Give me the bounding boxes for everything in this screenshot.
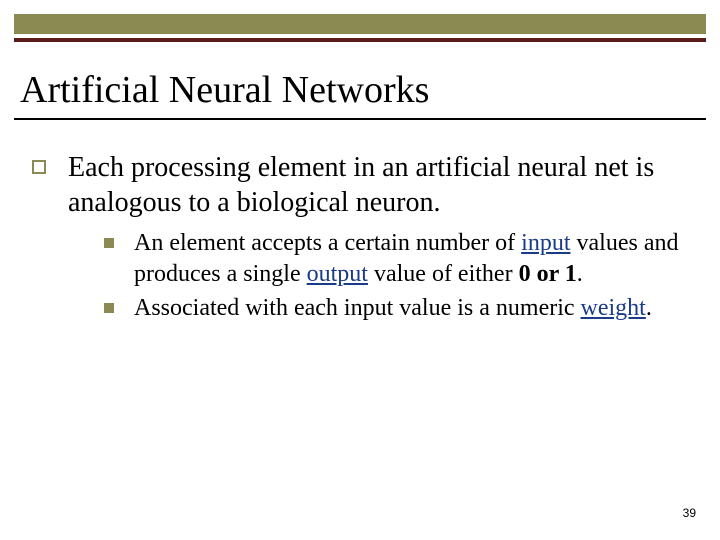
page-number: 39: [683, 506, 696, 520]
title-underline: [14, 118, 706, 120]
bold-text: 0 or 1: [519, 261, 577, 287]
square-outline-bullet-icon: [32, 160, 46, 174]
maroon-bar: [14, 38, 706, 42]
text-fragment: .: [577, 261, 583, 287]
level2-text: Associated with each input value is a nu…: [134, 293, 652, 324]
olive-bar: [14, 14, 706, 34]
decorative-top-bar: [14, 14, 706, 42]
bullet-level1: Each processing element in an artificial…: [32, 150, 688, 220]
link-input[interactable]: input: [521, 230, 570, 256]
level1-text: Each processing element in an artificial…: [68, 150, 688, 220]
link-output[interactable]: output: [307, 261, 368, 287]
slide-title: Artificial Neural Networks: [20, 68, 429, 112]
level2-text: An element accepts a certain number of i…: [134, 228, 688, 289]
bullet-level2-item: An element accepts a certain number of i…: [104, 228, 688, 289]
square-fill-bullet-icon: [104, 303, 114, 313]
square-fill-bullet-icon: [104, 238, 114, 248]
text-fragment: .: [646, 295, 652, 321]
bullet-level2-item: Associated with each input value is a nu…: [104, 293, 688, 324]
text-fragment: An element accepts a certain number of: [134, 230, 521, 256]
link-weight[interactable]: weight: [581, 295, 646, 321]
text-fragment: value of either: [368, 261, 519, 287]
slide: Artificial Neural Networks Each processi…: [0, 0, 720, 540]
text-fragment: Associated with each input value is a nu…: [134, 295, 581, 321]
content-area: Each processing element in an artificial…: [32, 150, 688, 328]
